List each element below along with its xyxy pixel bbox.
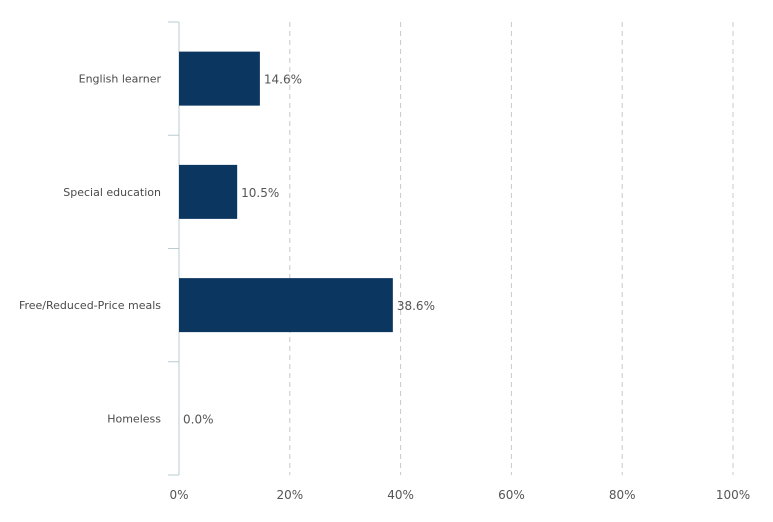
- category-label: Free/Reduced-Price meals: [19, 299, 161, 312]
- x-tick-label: 20%: [276, 488, 303, 502]
- x-tick-label: 100%: [716, 488, 750, 502]
- x-tick-label: 80%: [609, 488, 636, 502]
- x-tick-label: 40%: [387, 488, 414, 502]
- category-label: English learner: [79, 73, 162, 86]
- data-label: 10.5%: [241, 186, 279, 200]
- category-axis: [168, 21, 180, 476]
- bar: [179, 164, 238, 219]
- bars: [179, 51, 393, 333]
- data-label: 14.6%: [264, 73, 302, 87]
- x-tick-label: 60%: [498, 488, 525, 502]
- labels: 0% 20% 40% 60% 80% 100% English learner 14.6% Sp…: [19, 73, 750, 502]
- bar: [179, 51, 260, 106]
- x-tick-label: 0%: [169, 488, 188, 502]
- category-label: Special education: [63, 186, 161, 199]
- gridlines: [289, 22, 734, 475]
- bar: [179, 278, 393, 333]
- data-label: 0.0%: [183, 412, 214, 426]
- category-label: Homeless: [107, 412, 161, 425]
- data-label: 38.6%: [397, 299, 435, 313]
